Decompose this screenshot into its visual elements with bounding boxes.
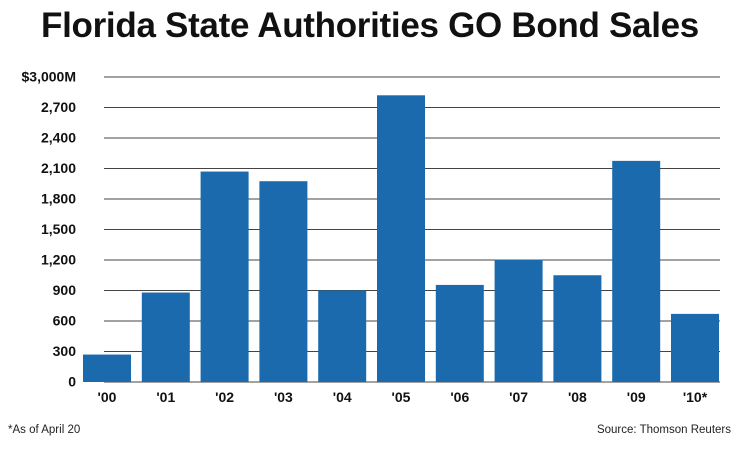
x-tick-label: '02 — [215, 389, 234, 405]
source-note: Source: Thomson Reuters — [596, 424, 731, 436]
bar — [141, 292, 190, 382]
footnote: *As of April 20 — [8, 424, 81, 436]
y-tick-label: 1,500 — [41, 221, 76, 237]
bar — [83, 354, 131, 382]
x-tick-label: '07 — [509, 389, 528, 405]
x-tick-label: '03 — [274, 389, 293, 405]
x-tick-label: '05 — [392, 389, 411, 405]
bar — [435, 284, 484, 382]
bar — [318, 290, 367, 382]
x-tick-labels: '00 '01 '02 '03 '04 '05 '06 '07 '08 '09 '10* — [98, 389, 708, 405]
bar — [671, 313, 719, 382]
y-tick-label: 0 — [68, 374, 76, 390]
bar — [553, 275, 602, 382]
x-tick-label: '01 — [156, 389, 175, 405]
x-tick-label: '08 — [568, 389, 587, 405]
chart-title: Florida State Authorities GO Bond Sales — [41, 6, 699, 45]
x-tick-label: '04 — [333, 389, 352, 405]
bar — [494, 259, 543, 382]
bar — [377, 95, 425, 383]
x-tick-label: '10* — [683, 389, 708, 405]
y-tick-label: 300 — [53, 343, 77, 359]
y-tick-label: 600 — [53, 313, 77, 329]
bar — [259, 181, 308, 382]
x-tick-label: '06 — [450, 389, 469, 405]
y-tick-labels: 0 300 600 900 1,200 1,500 1,800 2,100 2,400 2,700… — [22, 69, 77, 390]
y-tick-label: $3,000M — [22, 69, 76, 85]
y-tick-label: 2,100 — [41, 160, 76, 176]
x-tick-label: '00 — [98, 389, 117, 405]
bar — [612, 160, 661, 382]
y-tick-label: 900 — [53, 282, 77, 298]
y-tick-label: 1,800 — [41, 191, 76, 207]
y-tick-label: 2,700 — [41, 99, 76, 115]
bar — [200, 171, 249, 382]
bars — [83, 95, 719, 383]
x-tick-label: '09 — [627, 389, 646, 405]
y-tick-label: 2,400 — [41, 130, 76, 146]
y-tick-label: 1,200 — [41, 252, 76, 268]
